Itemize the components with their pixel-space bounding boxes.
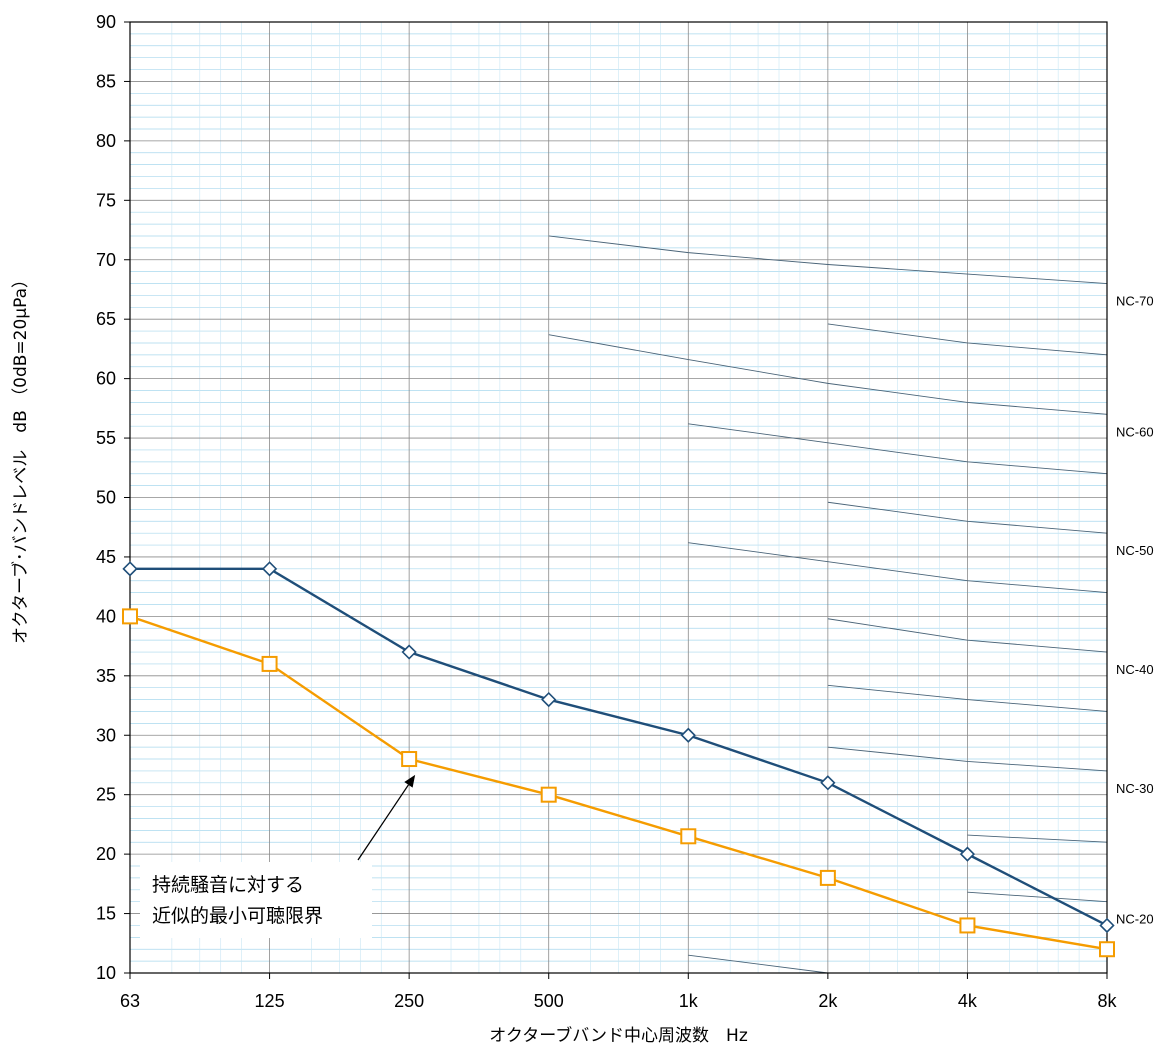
nc-curve (827, 323, 1108, 356)
y-tick-label: 30 (96, 725, 116, 745)
nc-curve-label: NC-40 (1116, 662, 1154, 677)
annotation: 持続騒音に対する 近似的最小可聴限界 (140, 774, 416, 938)
y-tick-label: 35 (96, 666, 116, 686)
y-tick-label: 70 (96, 250, 116, 270)
nc-curve (548, 235, 1108, 284)
y-tick-label: 45 (96, 547, 116, 567)
x-tick-label: 8k (1097, 991, 1117, 1011)
data-point-diamond (401, 644, 417, 660)
data-point-diamond (680, 727, 696, 743)
x-tick-label: 2k (818, 991, 838, 1011)
y-tick-label: 55 (96, 428, 116, 448)
annotation-line-2: 近似的最小可聴限界 (152, 905, 323, 927)
data-point-diamond (820, 775, 836, 791)
y-tick-label: 90 (96, 12, 116, 32)
nc-curve (688, 423, 1108, 475)
y-axis-title: オクターブ･バンドレベル dB （0dB=20μPa） (10, 271, 31, 644)
nc-curve-label: NC-70 (1116, 294, 1154, 309)
data-point-square (819, 869, 836, 886)
y-tick-label: 65 (96, 309, 116, 329)
y-tick-label: 60 (96, 369, 116, 389)
nc-curve (548, 334, 1108, 415)
annotation-arrowhead (404, 774, 416, 788)
nc-curve (827, 501, 1108, 534)
annotation-line-1: 持続騒音に対する (152, 874, 304, 896)
y-tick-label: 10 (96, 963, 116, 983)
data-point-square (959, 917, 976, 934)
nc-curves: NC-70 NC-60 NC-50 NC-40 NC-30 NC-20 (548, 235, 1154, 974)
data-point-square (540, 786, 557, 803)
x-tick-label: 1k (679, 991, 699, 1011)
y-tick-label: 40 (96, 606, 116, 626)
nc-curve (827, 746, 1108, 772)
data-point-diamond (541, 691, 557, 708)
x-tick-label: 125 (255, 991, 285, 1011)
nc-curve (967, 891, 1108, 903)
y-tick-label: 75 (96, 190, 116, 210)
nc-curve (967, 834, 1108, 843)
major-gridlines (130, 22, 1107, 973)
nc-curve (688, 954, 828, 974)
data-point-square (401, 751, 418, 768)
annotation-box (140, 862, 372, 938)
data-point-square (122, 608, 138, 625)
series-markers (122, 561, 1115, 958)
y-axis-ticks: 10 15 20 25 30 35 40 45 50 55 60 65 70 75 80 85 90 (96, 12, 130, 983)
data-point-diamond (1099, 917, 1115, 934)
series-line-0 (130, 567, 1108, 927)
x-axis-title: オクターブバンド中心周波数 Hz (489, 1025, 748, 1046)
y-tick-label: 20 (96, 844, 116, 864)
nc-curve (827, 618, 1108, 653)
x-axis-ticks: 63 125 250 500 1k 2k 4k 8k (120, 973, 1118, 1011)
data-point-diamond (261, 561, 278, 577)
annotation-arrow (357, 784, 409, 861)
nc-curve (827, 684, 1108, 712)
data-point-square (261, 655, 278, 672)
y-tick-label: 50 (96, 488, 116, 508)
data-point-square (680, 828, 697, 845)
data-point-diamond (122, 561, 138, 577)
x-tick-label: 500 (534, 991, 564, 1011)
series-lines (129, 567, 1108, 951)
data-point-diamond (959, 846, 976, 862)
nc-curve-label: NC-30 (1116, 781, 1154, 796)
y-tick-label: 25 (96, 785, 116, 805)
nc-curve (688, 542, 1108, 594)
y-tick-label: 15 (96, 904, 116, 924)
nc-curve-label: NC-20 (1116, 912, 1154, 927)
x-tick-label: 250 (394, 991, 424, 1011)
series-line-1 (129, 615, 1108, 951)
x-tick-label: 63 (120, 991, 140, 1011)
data-point-square (1099, 941, 1115, 958)
y-tick-label: 85 (96, 71, 116, 91)
nc-curve-label: NC-60 (1116, 424, 1154, 439)
nc-curve-label: NC-50 (1116, 543, 1154, 558)
y-tick-label: 80 (96, 131, 116, 151)
x-tick-label: 4k (958, 991, 978, 1011)
